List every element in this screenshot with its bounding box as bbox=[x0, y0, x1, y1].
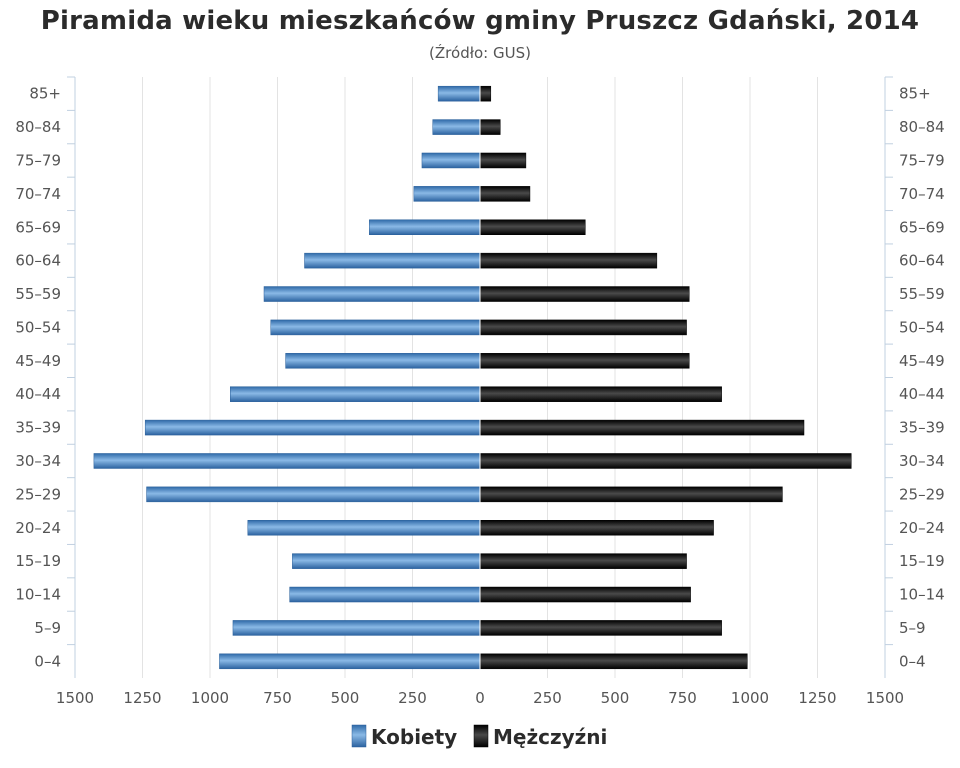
bar-women-30-34[interactable] bbox=[93, 453, 481, 469]
bar-men-5-9[interactable] bbox=[479, 620, 722, 636]
bar-men-30-34[interactable] bbox=[479, 453, 852, 469]
y-tick-label-left: 80–84 bbox=[15, 118, 61, 136]
bar-women-70-74[interactable] bbox=[413, 186, 481, 202]
y-tick-label-left: 85+ bbox=[29, 85, 61, 103]
y-tick-label-right: 35–39 bbox=[899, 419, 945, 437]
bar-women-20-24[interactable] bbox=[247, 520, 481, 536]
y-tick-label-left: 30–34 bbox=[15, 452, 61, 470]
axis-layer: 1500 1250 1000 750 500 250 0 250 500 750 1000 1250 1… bbox=[15, 76, 945, 707]
chart-subtitle: (Źródło: GUS) bbox=[429, 44, 531, 62]
y-tick-label-right: 75–79 bbox=[899, 151, 945, 169]
legend-label: Mężczyźni bbox=[493, 725, 607, 749]
y-tick-label-left: 70–74 bbox=[15, 185, 61, 203]
y-tick-label-right: 5–9 bbox=[899, 619, 926, 637]
bar-men-45-49[interactable] bbox=[479, 353, 690, 369]
bar-women-35-39[interactable] bbox=[144, 419, 481, 436]
bar-women-60-64[interactable] bbox=[304, 252, 481, 269]
y-tick-label-left: 55–59 bbox=[15, 285, 61, 303]
bar-men-70-74[interactable] bbox=[479, 186, 531, 202]
x-tick-label: 1250 bbox=[798, 689, 836, 707]
y-tick-label-right: 50–54 bbox=[899, 318, 945, 336]
legend-item-women[interactable]: Kobiety bbox=[351, 724, 457, 749]
bar-women-80-84[interactable] bbox=[432, 119, 481, 135]
y-tick-label-right: 45–49 bbox=[899, 352, 945, 370]
chart-title: Piramida wieku mieszkańców gminy Pruszcz… bbox=[40, 6, 920, 36]
legend-label: Kobiety bbox=[371, 725, 457, 749]
y-tick-label-left: 45–49 bbox=[15, 352, 61, 370]
bar-women-15-19[interactable] bbox=[292, 553, 481, 569]
bar-women-10-14[interactable] bbox=[289, 586, 481, 603]
bar-women-5-9[interactable] bbox=[232, 620, 481, 636]
bar-men-40-44[interactable] bbox=[479, 386, 722, 402]
x-tick-label: 250 bbox=[533, 689, 562, 707]
bar-women-65-69[interactable] bbox=[369, 219, 481, 235]
bar-men-60-64[interactable] bbox=[479, 252, 658, 269]
legend-item-men[interactable]: Mężczyźni bbox=[473, 724, 607, 749]
bar-men-10-14[interactable] bbox=[479, 586, 691, 603]
x-tick-label: 1500 bbox=[866, 689, 904, 707]
y-tick-label-right: 65–69 bbox=[899, 218, 945, 236]
y-tick-label-left: 50–54 bbox=[15, 318, 61, 336]
y-tick-label-right: 20–24 bbox=[899, 519, 945, 537]
bar-women-85+[interactable] bbox=[437, 85, 481, 102]
x-tick-label: 750 bbox=[668, 689, 697, 707]
bar-men-35-39[interactable] bbox=[479, 419, 805, 436]
y-tick-label-right: 55–59 bbox=[899, 285, 945, 303]
bar-men-85+[interactable] bbox=[479, 85, 492, 102]
bar-men-65-69[interactable] bbox=[479, 219, 586, 235]
x-tick-label: 1000 bbox=[731, 689, 769, 707]
y-tick-label-left: 5–9 bbox=[34, 619, 61, 637]
y-tick-label-right: 30–34 bbox=[899, 452, 945, 470]
y-tick-label-left: 20–24 bbox=[15, 519, 61, 537]
bar-men-20-24[interactable] bbox=[479, 520, 714, 536]
y-tick-label-left: 15–19 bbox=[15, 552, 61, 570]
y-tick-label-right: 40–44 bbox=[899, 385, 945, 403]
x-tick-label: 1250 bbox=[123, 689, 161, 707]
bar-women-40-44[interactable] bbox=[230, 386, 481, 402]
legend-swatch bbox=[473, 724, 489, 748]
bar-men-80-84[interactable] bbox=[479, 119, 501, 135]
bar-men-25-29[interactable] bbox=[479, 486, 783, 503]
bars-layer bbox=[93, 85, 852, 670]
y-tick-label-left: 0–4 bbox=[34, 652, 61, 670]
x-tick-label: 1500 bbox=[56, 689, 94, 707]
bar-women-75-79[interactable] bbox=[421, 152, 481, 169]
x-tick-label: 1000 bbox=[191, 689, 229, 707]
y-tick-label-left: 65–69 bbox=[15, 218, 61, 236]
y-tick-label-right: 0–4 bbox=[899, 652, 926, 670]
x-tick-label: 250 bbox=[398, 689, 427, 707]
y-tick-label-right: 60–64 bbox=[899, 252, 945, 270]
legend[interactable]: Kobiety Mężczyźni bbox=[351, 724, 607, 749]
y-tick-label-left: 10–14 bbox=[15, 586, 61, 604]
x-tick-label: 750 bbox=[263, 689, 292, 707]
bar-men-15-19[interactable] bbox=[479, 553, 687, 569]
legend-swatch bbox=[351, 724, 367, 748]
y-tick-label-left: 35–39 bbox=[15, 419, 61, 437]
y-tick-label-right: 70–74 bbox=[899, 185, 945, 203]
x-tick-label: 500 bbox=[331, 689, 360, 707]
y-tick-label-left: 75–79 bbox=[15, 151, 61, 169]
x-tick-label: 500 bbox=[601, 689, 630, 707]
bar-men-50-54[interactable] bbox=[479, 319, 687, 336]
y-tick-label-left: 40–44 bbox=[15, 385, 61, 403]
bar-men-0-4[interactable] bbox=[479, 653, 748, 670]
x-tick-label: 0 bbox=[475, 689, 485, 707]
y-tick-label-right: 80–84 bbox=[899, 118, 945, 136]
y-tick-label-right: 10–14 bbox=[899, 586, 945, 604]
bar-men-55-59[interactable] bbox=[479, 286, 690, 302]
bar-women-45-49[interactable] bbox=[285, 353, 481, 369]
y-tick-label-left: 25–29 bbox=[15, 485, 61, 503]
y-tick-label-left: 60–64 bbox=[15, 252, 61, 270]
bar-women-50-54[interactable] bbox=[270, 319, 481, 336]
y-tick-label-right: 25–29 bbox=[899, 485, 945, 503]
y-tick-label-right: 85+ bbox=[899, 85, 931, 103]
bar-women-0-4[interactable] bbox=[219, 653, 481, 670]
y-tick-label-right: 15–19 bbox=[899, 552, 945, 570]
bar-women-55-59[interactable] bbox=[263, 286, 481, 302]
bar-men-75-79[interactable] bbox=[479, 152, 527, 169]
bar-women-25-29[interactable] bbox=[146, 486, 481, 503]
